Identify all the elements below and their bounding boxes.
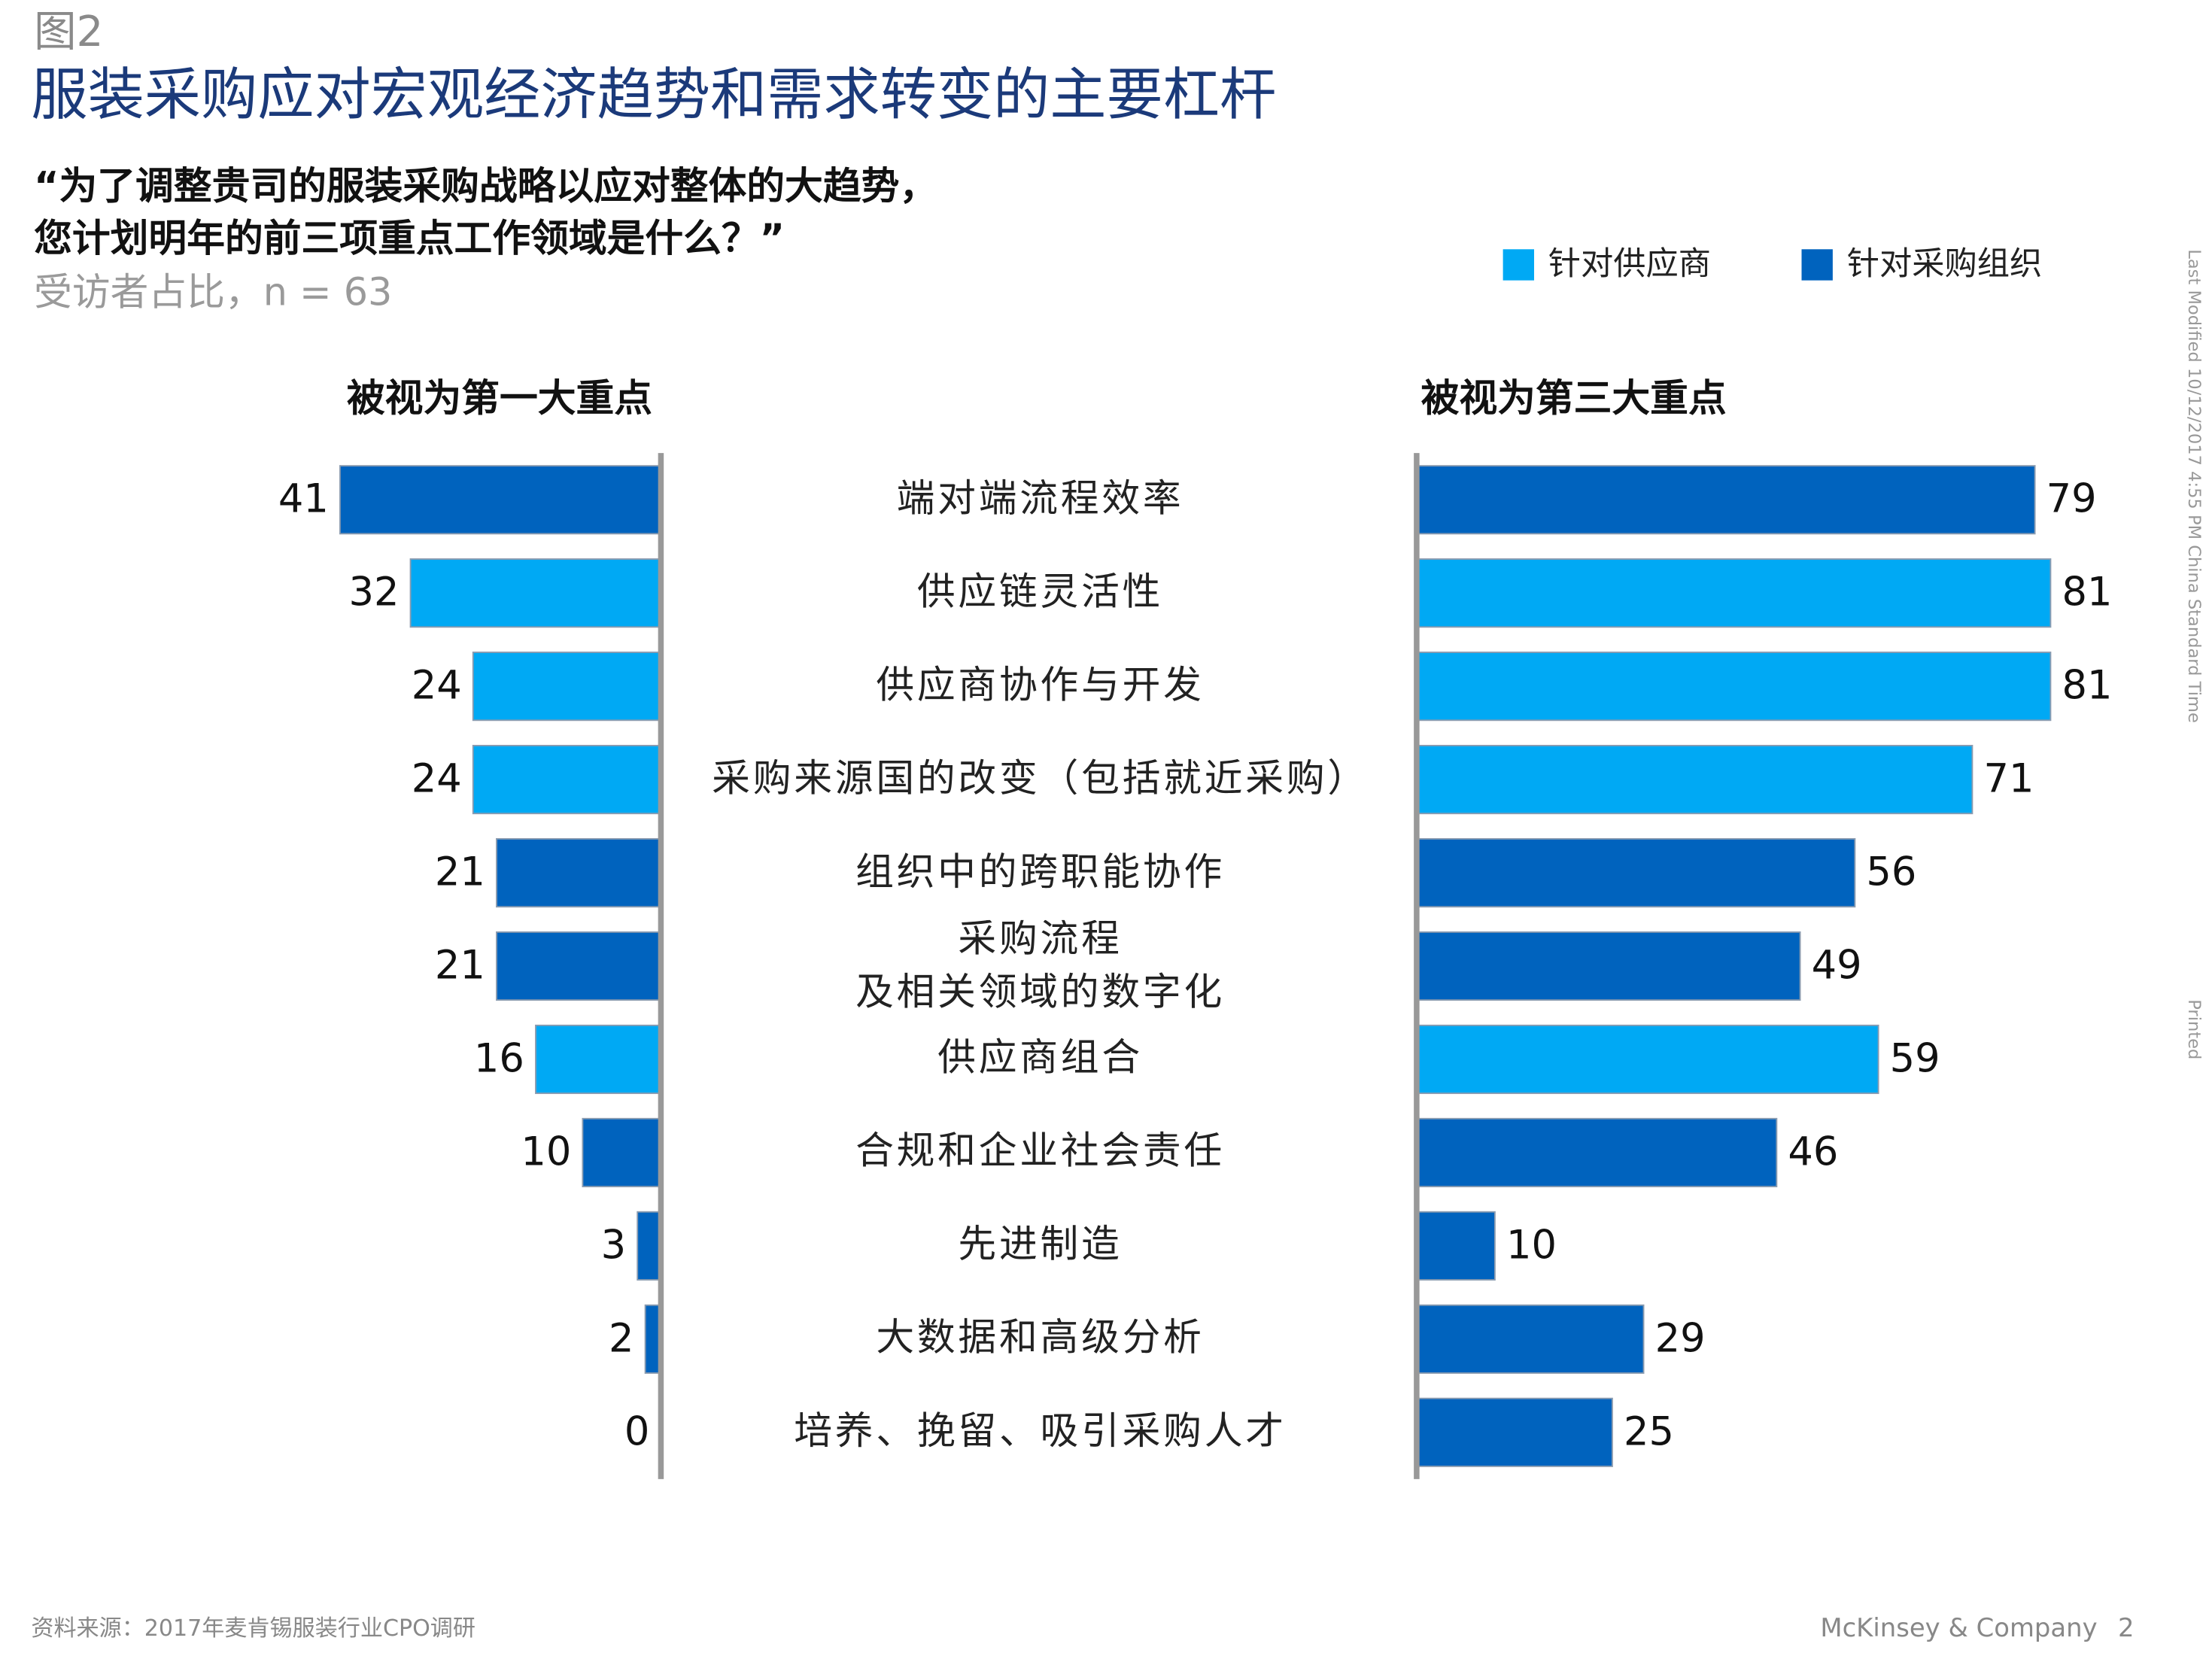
- company: McKinsey & Company: [1820, 1613, 2097, 1642]
- category-box: 端对端流程效率: [896, 477, 1184, 521]
- category-box: 供应商协作与开发: [876, 664, 1205, 708]
- note: 受访者占比，n = 63: [34, 269, 392, 314]
- bar: [1415, 1024, 1879, 1095]
- value-label: 79: [2046, 476, 2097, 522]
- category-label: 供应链灵活性: [916, 570, 1164, 615]
- category-label: 端对端流程效率: [896, 477, 1184, 521]
- value-label: 71: [1983, 756, 2034, 802]
- category-label: 大数据和高级分析: [876, 1316, 1205, 1361]
- value-label: 21: [435, 849, 485, 895]
- value-label: 16: [474, 1035, 524, 1081]
- category-label: 供应商组合: [937, 1036, 1143, 1081]
- bar: [496, 837, 662, 908]
- value-label: 10: [1506, 1222, 1557, 1268]
- value-label: 29: [1655, 1315, 1706, 1361]
- bar: [582, 1117, 662, 1188]
- category-box: 先进制造: [958, 1223, 1123, 1268]
- bar: [472, 652, 662, 722]
- page-number: 2: [2118, 1613, 2135, 1642]
- bar: [1415, 465, 2036, 535]
- value-label: 81: [2062, 570, 2112, 615]
- value-label: 3: [601, 1222, 627, 1268]
- legend-swatch: [1503, 249, 1535, 281]
- value-label: 41: [278, 476, 329, 522]
- bar: [472, 745, 662, 815]
- category-box: 组织中的跨职能协作: [855, 849, 1226, 895]
- bar: [339, 465, 662, 535]
- category-box: 供应商组合: [937, 1036, 1143, 1081]
- source: 资料来源：2017年麦肯锡服装行业CPO调研: [31, 1615, 476, 1642]
- value-label: 49: [1812, 943, 1862, 989]
- figure-label: 图2: [34, 8, 103, 56]
- category-label: 先进制造: [958, 1223, 1123, 1268]
- bar: [1415, 837, 1856, 908]
- value-label: 21: [435, 943, 485, 989]
- category-label: 培养、挽留、吸引采购人才: [794, 1409, 1287, 1454]
- bar: [1415, 1397, 1613, 1467]
- bar: [1415, 652, 2052, 722]
- value-label: 81: [2062, 663, 2112, 709]
- bar: [1415, 1304, 1645, 1374]
- bar: [1415, 931, 1801, 1001]
- printed-stamp: Printed: [2184, 999, 2204, 1059]
- category-box: 合规和企业社会责任: [855, 1129, 1226, 1174]
- value-label: 59: [1890, 1035, 1940, 1081]
- value-label: 2: [609, 1315, 634, 1361]
- panel-title: 被视为第一大重点: [347, 376, 652, 421]
- bar: [496, 931, 662, 1001]
- category-box: 供应链灵活性: [916, 570, 1164, 615]
- value-label: 24: [412, 756, 462, 802]
- question-line: “为了调整贵司的服装采购战略以应对整体的大趋势，: [34, 163, 937, 208]
- category-box: 培养、挽留、吸引采购人才: [794, 1409, 1287, 1454]
- category-box: 大数据和高级分析: [876, 1316, 1205, 1361]
- category-label: 采购流程 及相关领域的数字化: [855, 919, 1226, 1013]
- value-label: 46: [1788, 1129, 1838, 1174]
- value-label: 10: [521, 1129, 571, 1174]
- value-label: 25: [1624, 1408, 1674, 1454]
- category-label: 供应商协作与开发: [876, 664, 1205, 708]
- question-line: 您计划明年的前三项重点工作领域是什么？”: [34, 216, 785, 260]
- bar: [1415, 558, 2052, 628]
- category-label: 组织中的跨职能协作: [855, 849, 1226, 895]
- legend-swatch: [1801, 249, 1833, 281]
- panel-title: 被视为第三大重点: [1421, 376, 1727, 421]
- value-label: 32: [349, 570, 400, 615]
- value-label: 56: [1866, 849, 1916, 895]
- value-label: 24: [412, 663, 462, 709]
- category-box: 采购流程 及相关领域的数字化: [855, 919, 1226, 1013]
- category-label: 采购来源国的改变（包括就近采购）: [712, 756, 1369, 801]
- bar: [1415, 1117, 1778, 1188]
- category-label: 合规和企业社会责任: [855, 1129, 1226, 1174]
- bar: [637, 1211, 662, 1281]
- legend-label: 针对供应商: [1548, 245, 1711, 283]
- value-label: 0: [624, 1408, 650, 1454]
- bar: [1415, 1211, 1496, 1281]
- bar: [535, 1024, 662, 1095]
- bar: [409, 558, 662, 628]
- title: 服装采购应对宏观经济趋势和需求转变的主要杠杆: [31, 61, 1276, 127]
- legend-label: 针对采购组织: [1847, 245, 2043, 283]
- modified-stamp: Last Modified 10/12/2017 4:55 PM China S…: [2184, 249, 2204, 723]
- category-box: 采购来源国的改变（包括就近采购）: [712, 756, 1369, 801]
- bar: [1415, 745, 1973, 815]
